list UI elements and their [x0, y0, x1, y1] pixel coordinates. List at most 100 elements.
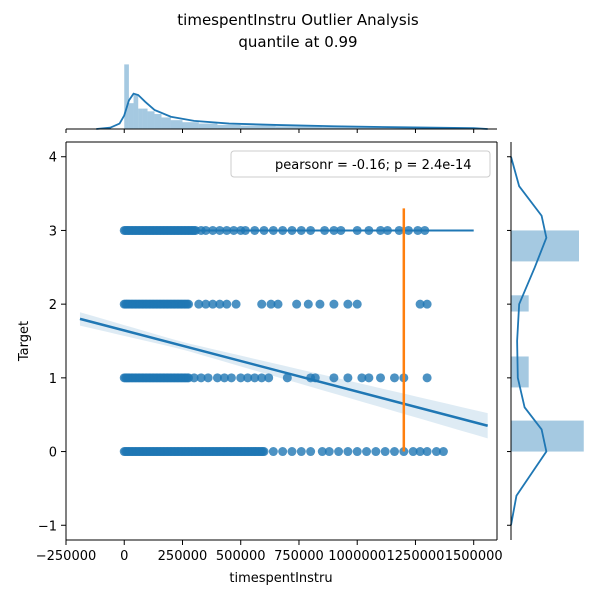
- top-hist-bar: [154, 114, 162, 129]
- scatter-point: [303, 299, 313, 309]
- x-axis-ticks: −250000 0 250000 500000 750000 1000000 1250000…: [36, 540, 503, 564]
- top-hist-bar: [128, 103, 134, 129]
- scatter-point: [292, 299, 302, 309]
- legend: pearsonr = -0.16; p = 2.4e-14: [230, 150, 491, 178]
- scatter-point: [222, 299, 232, 309]
- y-tick-label: 1: [49, 372, 57, 387]
- scatter-point: [208, 299, 218, 309]
- scatter-point: [364, 373, 374, 383]
- scatter-point: [194, 299, 204, 309]
- regression-line: [79, 317, 488, 427]
- scatter-point: [264, 373, 274, 383]
- top-hist-bar: [124, 64, 129, 129]
- scatter-point: [278, 447, 288, 457]
- scatter-point: [287, 447, 297, 457]
- scatter-point: [376, 373, 386, 383]
- scatter-point: [196, 373, 206, 383]
- scatter-point: [257, 299, 267, 309]
- y-tick-label: 4: [49, 151, 57, 166]
- right-kde-curve: [510, 156, 548, 526]
- right-hist-bar: [511, 356, 529, 388]
- scatter-point: [422, 373, 432, 383]
- scatter-point: [250, 373, 260, 383]
- scatter-point: [352, 447, 362, 457]
- y-tick-label: −1: [38, 519, 57, 534]
- top-hist-bar: [142, 108, 148, 129]
- chart-title: timespentInstru Outlier Analysis: [177, 11, 419, 29]
- scatter-point: [243, 373, 253, 383]
- scatter-point: [371, 447, 381, 457]
- x-tick-label: 750000: [274, 549, 324, 564]
- scatter-point: [201, 299, 211, 309]
- x-tick-label: 500000: [216, 549, 266, 564]
- y-tick-label: 2: [49, 298, 57, 313]
- scatter-point: [422, 299, 432, 309]
- scatter-point: [422, 447, 432, 457]
- scatter-point: [334, 447, 344, 457]
- scatter-point: [257, 373, 267, 383]
- scatter-point: [219, 373, 229, 383]
- top-marginal-histogram: [65, 64, 497, 133]
- scatter-point: [431, 447, 441, 457]
- scatter-point: [259, 447, 269, 457]
- scatter-point: [343, 299, 353, 309]
- scatter-point: [212, 373, 222, 383]
- y-axis-label: Target: [17, 321, 32, 362]
- scatter-point: [329, 299, 339, 309]
- scatter-point: [282, 373, 292, 383]
- scatter-point: [203, 373, 213, 383]
- x-tick-label: 0: [120, 549, 128, 564]
- scatter-point: [389, 373, 399, 383]
- scatter-point: [315, 299, 325, 309]
- scatter-point: [343, 373, 353, 383]
- scatter-point: [231, 299, 241, 309]
- scatter-point: [357, 373, 367, 383]
- scatter-point: [215, 299, 225, 309]
- x-tick-label: −250000: [36, 549, 97, 564]
- top-hist-bar: [198, 123, 218, 129]
- scatter-point: [343, 447, 353, 457]
- scatter-point: [324, 447, 334, 457]
- top-hist-bar: [240, 125, 276, 129]
- scatter-point: [273, 299, 283, 309]
- legend-label: pearsonr = -0.16; p = 2.4e-14: [275, 158, 472, 173]
- scatter-point: [306, 447, 316, 457]
- top-hist-bar: [170, 120, 183, 129]
- x-axis-label: timespentInstru: [229, 571, 332, 586]
- scatter-point: [268, 447, 278, 457]
- top-hist-bar: [322, 126, 381, 129]
- top-kde-curve: [96, 92, 488, 130]
- top-hist-bar: [133, 95, 139, 129]
- x-tick-label: 1250000: [387, 549, 445, 564]
- top-hist-bar: [182, 122, 199, 129]
- x-tick-label: 250000: [158, 549, 208, 564]
- main-scatter-axes: [65, 141, 498, 541]
- right-hist-bar: [511, 420, 584, 452]
- scatter-points: [119, 225, 474, 457]
- scatter-point: [317, 447, 327, 457]
- scatter-point: [266, 299, 276, 309]
- scatter-point: [296, 447, 306, 457]
- regression-line-group: [79, 317, 488, 427]
- y-tick-label: 0: [49, 446, 57, 461]
- scatter-point: [380, 447, 390, 457]
- scatter-point: [362, 447, 372, 457]
- scatter-point: [189, 373, 199, 383]
- scatter-point: [438, 447, 448, 457]
- scatter-point: [226, 373, 236, 383]
- scatter-point: [236, 373, 246, 383]
- x-tick-label: 1500000: [445, 549, 503, 564]
- chart-subtitle: quantile at 0.99: [238, 33, 357, 51]
- scatter-point: [415, 447, 425, 457]
- scatter-point: [352, 299, 362, 309]
- top-hist-bar: [275, 126, 323, 129]
- top-hist-bar: [147, 111, 155, 129]
- scatter-point: [329, 373, 339, 383]
- scatter-point: [415, 299, 425, 309]
- x-tick-label: 1000000: [328, 549, 386, 564]
- top-hist-bar: [217, 124, 241, 129]
- scatter-point: [389, 447, 399, 457]
- y-axis-ticks: −1 0 1 2 3 4: [38, 151, 66, 534]
- scatter-point: [408, 447, 418, 457]
